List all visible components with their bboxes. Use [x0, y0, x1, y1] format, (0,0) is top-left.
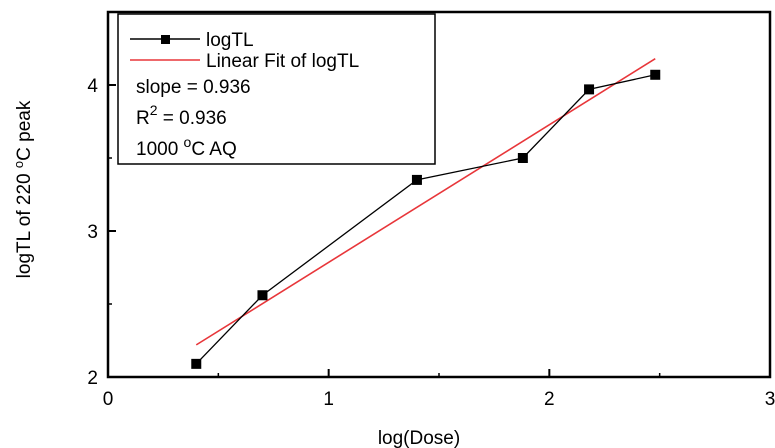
condition-suffix: C AQ	[191, 139, 236, 160]
logtl-series	[191, 69, 661, 369]
logtl-point	[650, 69, 661, 80]
y-axis-title: logTL of 220 oC peak	[11, 100, 35, 278]
legend-fit-label: Linear Fit of logTL	[206, 51, 359, 72]
y-axis-title-superscript: o	[11, 161, 26, 168]
y-tick-label: 4	[87, 76, 98, 97]
logtl-point	[191, 358, 202, 369]
legend-logtl-marker	[161, 35, 170, 44]
linear-fit-series	[195, 58, 656, 346]
axis-ticks: 0 1 2 3 2 3 4	[87, 76, 775, 410]
x-axis-title: log(Dose)	[378, 428, 460, 448]
y-axis-title-part: logTL of 220	[14, 168, 35, 278]
linear-fit-line	[195, 58, 656, 346]
x-tick-label: 2	[544, 389, 555, 410]
condition-value: 1000	[136, 139, 184, 160]
legend: logTL Linear Fit of logTL slope = 0.936 …	[117, 13, 436, 165]
r-squared-superscript: 2	[150, 102, 158, 118]
y-tick-label: 2	[87, 368, 98, 389]
slope-annotation: slope = 0.936	[136, 77, 251, 98]
legend-logtl-label: logTL	[206, 30, 254, 51]
logtl-point	[584, 84, 595, 95]
r-squared-letter: R	[136, 108, 150, 129]
logtl-point	[517, 153, 528, 163]
x-tick-label: 3	[765, 389, 775, 410]
x-tick-label: 0	[103, 389, 114, 410]
y-tick-label: 3	[87, 222, 98, 243]
r-squared-value: = 0.936	[158, 108, 227, 129]
logtl-point	[411, 174, 422, 185]
condition-annotation: 1000 oC AQ	[136, 134, 237, 160]
logtl-point	[257, 290, 268, 301]
y-axis-title-part: C peak	[14, 100, 35, 161]
r-squared-annotation: R2 = 0.936	[136, 102, 227, 129]
logtl-line	[195, 74, 656, 365]
x-tick-label: 1	[323, 389, 334, 410]
condition-superscript: o	[184, 134, 192, 150]
